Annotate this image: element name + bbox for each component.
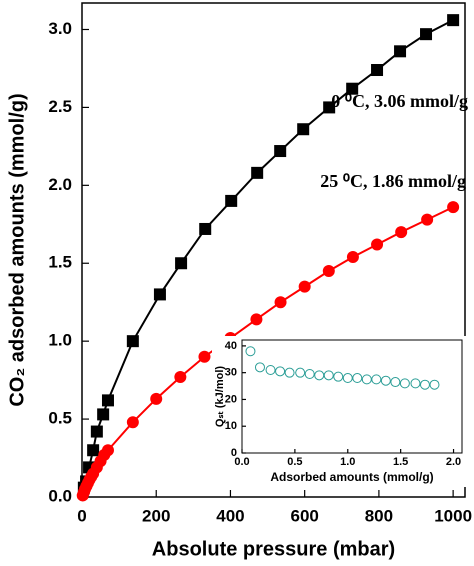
marker [371,64,384,77]
marker [390,377,401,388]
y-tick-label: 2.0 [48,175,72,194]
marker [380,375,391,386]
marker [352,373,363,384]
marker [399,378,410,389]
x-tick-label: 400 [216,506,244,525]
marker [199,222,212,235]
marker [101,394,114,407]
y-tick-label: 30 [225,367,237,379]
marker [298,280,311,293]
marker [297,123,310,136]
marker [371,374,382,385]
x-tick-label: 0 [77,506,86,525]
marker [447,14,460,27]
annotation: 0 ⁰C, 3.06 mmol/g [331,91,468,111]
marker [346,251,359,264]
y-tick-label: 40 [225,340,237,352]
plot-frame [81,2,466,498]
marker [254,362,265,373]
x-axis-label: Absolute pressure (mbar) [152,538,395,560]
marker [225,194,238,207]
marker [410,378,421,389]
marker [342,373,353,384]
marker [97,408,110,421]
marker [126,416,139,429]
marker [322,265,335,278]
inset-background [212,336,468,487]
marker [174,371,187,384]
marker [153,288,166,301]
y-tick-label: 1.0 [48,331,72,350]
marker [275,366,286,377]
marker [323,101,336,114]
y-axis-label: Qₛₜ (kJ/mol) [214,366,226,427]
marker [126,335,139,348]
x-tick-label: 800 [365,506,393,525]
x-tick-label: 600 [290,506,318,525]
x-tick-label: 1.0 [340,456,355,468]
marker [420,28,433,41]
marker [265,364,276,375]
marker [314,370,325,381]
marker [284,367,295,378]
marker [394,45,407,58]
marker [274,145,287,158]
marker [295,367,306,378]
plot-frame [241,339,463,454]
y-tick-label: 0.5 [48,409,72,428]
marker [250,313,263,326]
marker [421,213,434,226]
y-tick-label: 0 [231,447,237,459]
marker [361,374,372,385]
annotation: 25 ⁰C, 1.86 mmol/g [320,171,466,191]
x-tick-label: 2.0 [446,456,461,468]
x-axis-label: Adsorbed amounts (mmol/g) [270,470,433,484]
marker [87,444,100,457]
marker [429,379,440,390]
y-tick-label: 20 [225,393,237,405]
y-tick-label: 2.5 [48,97,72,116]
marker [90,425,103,438]
marker [371,238,384,251]
y-tick-label: 1.5 [48,253,72,272]
marker [101,444,114,457]
y-tick-label: 3.0 [48,19,72,38]
marker [175,257,188,270]
x-tick-label: 200 [142,506,170,525]
x-tick-label: 0.0 [234,456,249,468]
marker [333,371,344,382]
marker [304,369,315,380]
marker [198,350,211,363]
marker [395,226,408,239]
marker [419,379,430,390]
marker [245,346,256,357]
marker [447,201,460,214]
y-axis-label: CO₂ adsorbed amounts (mmol/g) [6,93,28,406]
x-tick-label: 0.5 [287,456,302,468]
y-tick-label: 0.0 [48,486,72,505]
marker [274,296,287,309]
y-tick-label: 10 [225,420,237,432]
marker [346,82,359,95]
marker [323,370,334,381]
x-tick-label: 1000 [434,506,472,525]
x-tick-label: 1.5 [393,456,408,468]
marker [150,392,163,405]
marker [251,166,264,179]
